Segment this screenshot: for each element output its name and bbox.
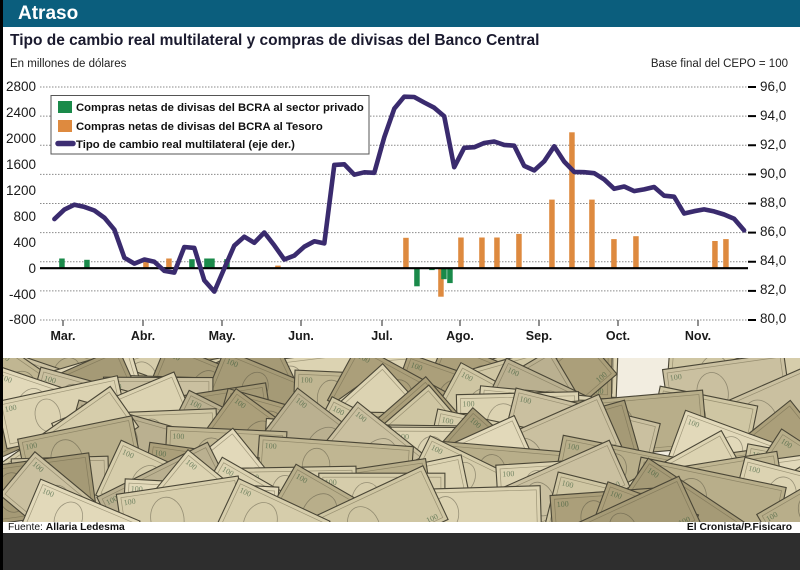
svg-text:1200: 1200 bbox=[6, 183, 36, 198]
svg-text:100: 100 bbox=[275, 316, 290, 330]
svg-text:94,0: 94,0 bbox=[760, 108, 786, 123]
svg-text:Mar.: Mar. bbox=[50, 329, 75, 343]
svg-text:0: 0 bbox=[28, 261, 36, 276]
svg-text:May.: May. bbox=[209, 329, 236, 343]
svg-text:1600: 1600 bbox=[6, 157, 36, 172]
svg-text:Ago.: Ago. bbox=[446, 329, 474, 343]
svg-text:100: 100 bbox=[556, 499, 569, 509]
svg-text:Abr.: Abr. bbox=[131, 329, 155, 343]
svg-text:-800: -800 bbox=[9, 312, 36, 327]
svg-text:2000: 2000 bbox=[6, 131, 36, 146]
svg-text:800: 800 bbox=[13, 209, 36, 224]
svg-text:-400: -400 bbox=[9, 287, 36, 302]
svg-text:100: 100 bbox=[727, 329, 741, 342]
svg-text:100: 100 bbox=[472, 342, 484, 351]
svg-text:2400: 2400 bbox=[6, 105, 36, 120]
svg-text:400: 400 bbox=[13, 235, 36, 250]
svg-text:2800: 2800 bbox=[6, 79, 36, 94]
svg-text:Compras netas de divisas del B: Compras netas de divisas del BCRA al sec… bbox=[76, 102, 364, 114]
svg-text:92,0: 92,0 bbox=[760, 137, 786, 152]
svg-text:100: 100 bbox=[172, 432, 184, 442]
svg-text:84,0: 84,0 bbox=[760, 253, 786, 268]
svg-text:100: 100 bbox=[762, 327, 776, 339]
svg-text:100: 100 bbox=[272, 339, 286, 352]
svg-text:88,0: 88,0 bbox=[760, 195, 786, 210]
svg-text:96,0: 96,0 bbox=[760, 79, 786, 94]
svg-text:100: 100 bbox=[445, 347, 459, 360]
svg-text:100: 100 bbox=[669, 372, 682, 383]
svg-text:Nov.: Nov. bbox=[685, 329, 711, 343]
svg-text:100: 100 bbox=[33, 341, 47, 354]
svg-text:100: 100 bbox=[123, 497, 136, 508]
svg-text:100: 100 bbox=[675, 348, 688, 358]
svg-text:Jul.: Jul. bbox=[371, 329, 393, 343]
svg-text:100: 100 bbox=[300, 375, 312, 385]
svg-text:82,0: 82,0 bbox=[760, 282, 786, 297]
svg-text:100: 100 bbox=[700, 345, 713, 355]
svg-text:Tipo de cambio real multilater: Tipo de cambio real multilateral (eje de… bbox=[76, 139, 295, 151]
svg-text:Compras netas de divisas del B: Compras netas de divisas del BCRA al Tes… bbox=[76, 121, 323, 133]
svg-text:Oct.: Oct. bbox=[606, 329, 630, 343]
svg-text:Jun.: Jun. bbox=[288, 329, 314, 343]
svg-text:90,0: 90,0 bbox=[760, 166, 786, 181]
svg-text:86,0: 86,0 bbox=[760, 224, 786, 239]
svg-text:100: 100 bbox=[264, 441, 277, 451]
svg-text:Sep.: Sep. bbox=[526, 329, 552, 343]
svg-text:100: 100 bbox=[502, 469, 515, 479]
svg-text:80,0: 80,0 bbox=[760, 311, 786, 326]
